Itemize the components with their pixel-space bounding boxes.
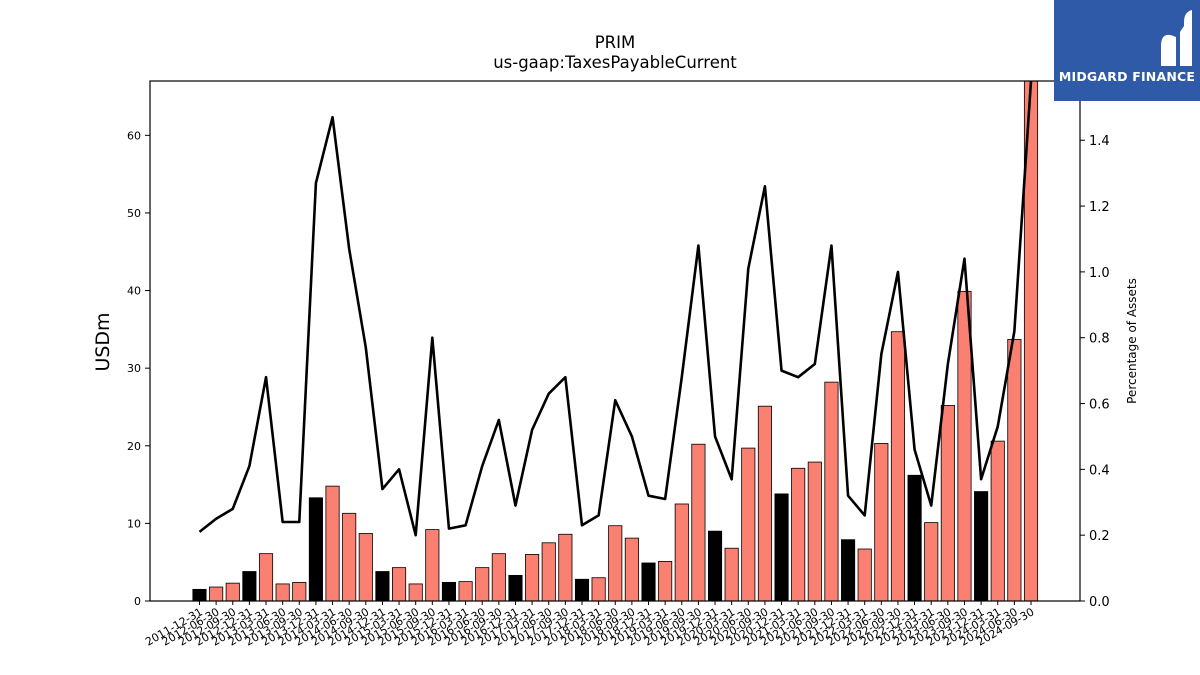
bar-quarter bbox=[425, 529, 440, 602]
bar-quarter bbox=[757, 405, 772, 602]
bar-quarter bbox=[791, 467, 806, 602]
bar-quarter bbox=[225, 582, 240, 602]
bar-quarter bbox=[358, 533, 373, 602]
y-tick-label: 20 bbox=[127, 440, 141, 453]
bar-quarter bbox=[807, 461, 822, 602]
bar-quarter bbox=[458, 581, 473, 602]
bar-quarter bbox=[292, 581, 307, 602]
bar-fiscal-year bbox=[308, 497, 323, 602]
y2-tick-label: 0.6 bbox=[1089, 398, 1110, 413]
bar-quarter bbox=[940, 405, 955, 602]
bar-fiscal-year bbox=[192, 588, 207, 602]
midgard-m-logo-icon bbox=[1161, 10, 1192, 66]
bar-fiscal-year bbox=[974, 491, 989, 602]
chart-title: PRIM bbox=[595, 33, 636, 52]
logo-text: MIDGARD FINANCE bbox=[1058, 69, 1196, 84]
bar-fiscal-year bbox=[375, 571, 390, 602]
y2-tick-label: 0.2 bbox=[1089, 529, 1110, 544]
bar-quarter bbox=[541, 542, 556, 602]
bar-quarter bbox=[1007, 339, 1022, 602]
bar-quarter bbox=[558, 533, 573, 602]
bar-fiscal-year bbox=[774, 493, 789, 602]
y2-tick-label: 1.0 bbox=[1089, 266, 1110, 281]
bar-quarter bbox=[624, 537, 639, 602]
y-tick-label: 60 bbox=[127, 129, 141, 142]
bar-fiscal-year bbox=[242, 571, 257, 602]
plot-frame bbox=[149, 80, 1081, 602]
bar-fiscal-year bbox=[441, 581, 456, 602]
bar-quarter bbox=[525, 554, 540, 602]
bar-quarter bbox=[209, 586, 224, 602]
bar-quarter bbox=[691, 443, 706, 602]
pct-assets-line bbox=[198, 80, 1033, 537]
y-tick-label: 30 bbox=[127, 362, 141, 375]
bar-quarter bbox=[724, 547, 739, 602]
bar-quarter bbox=[957, 290, 972, 602]
bar-quarter bbox=[325, 485, 340, 602]
bar-fiscal-year bbox=[641, 562, 656, 602]
bar-quarter bbox=[408, 583, 423, 602]
bar-quarter bbox=[392, 567, 407, 602]
bar-quarter bbox=[990, 440, 1005, 602]
y-tick-label: 50 bbox=[127, 207, 141, 220]
y2-axis-label: Percentage of Assets bbox=[1125, 278, 1139, 404]
bar-quarter bbox=[608, 525, 623, 602]
bar-quarter bbox=[824, 381, 839, 602]
bar-fiscal-year bbox=[841, 539, 856, 602]
y2-tick-label: 1.2 bbox=[1089, 200, 1110, 215]
bar-quarter bbox=[924, 522, 939, 602]
bar-fiscal-year bbox=[508, 574, 523, 602]
bar-quarter bbox=[674, 503, 689, 602]
bar-quarter bbox=[258, 553, 274, 602]
bar-quarter bbox=[591, 577, 606, 602]
bar-quarter bbox=[857, 548, 872, 602]
bar-quarter bbox=[658, 561, 673, 602]
bar-quarter bbox=[491, 553, 506, 602]
y-axis-label: USDm bbox=[92, 312, 114, 371]
y2-tick-label: 0.4 bbox=[1089, 463, 1110, 478]
y2-tick-label: 1.4 bbox=[1089, 134, 1110, 149]
y2-tick-label: 0.0 bbox=[1089, 595, 1110, 610]
y-tick-label: 40 bbox=[127, 285, 141, 298]
y-tick-label: 10 bbox=[127, 517, 141, 530]
bar-fiscal-year bbox=[707, 530, 723, 602]
bar-quarter bbox=[890, 331, 906, 602]
y-tick-label: 0 bbox=[134, 595, 141, 608]
bar-fiscal-year bbox=[907, 474, 922, 602]
chart-subtitle: us-gaap:TaxesPayableCurrent bbox=[493, 53, 737, 72]
bar-quarter bbox=[342, 512, 357, 602]
y2-tick-label: 0.8 bbox=[1089, 332, 1110, 347]
bar-quarter bbox=[874, 443, 889, 602]
bar-quarter bbox=[275, 583, 290, 602]
bar-quarter bbox=[475, 567, 490, 602]
bar-fiscal-year bbox=[574, 578, 590, 602]
bar-quarter bbox=[741, 447, 756, 602]
midgard-finance-logo: MIDGARD FINANCE bbox=[1054, 0, 1200, 101]
